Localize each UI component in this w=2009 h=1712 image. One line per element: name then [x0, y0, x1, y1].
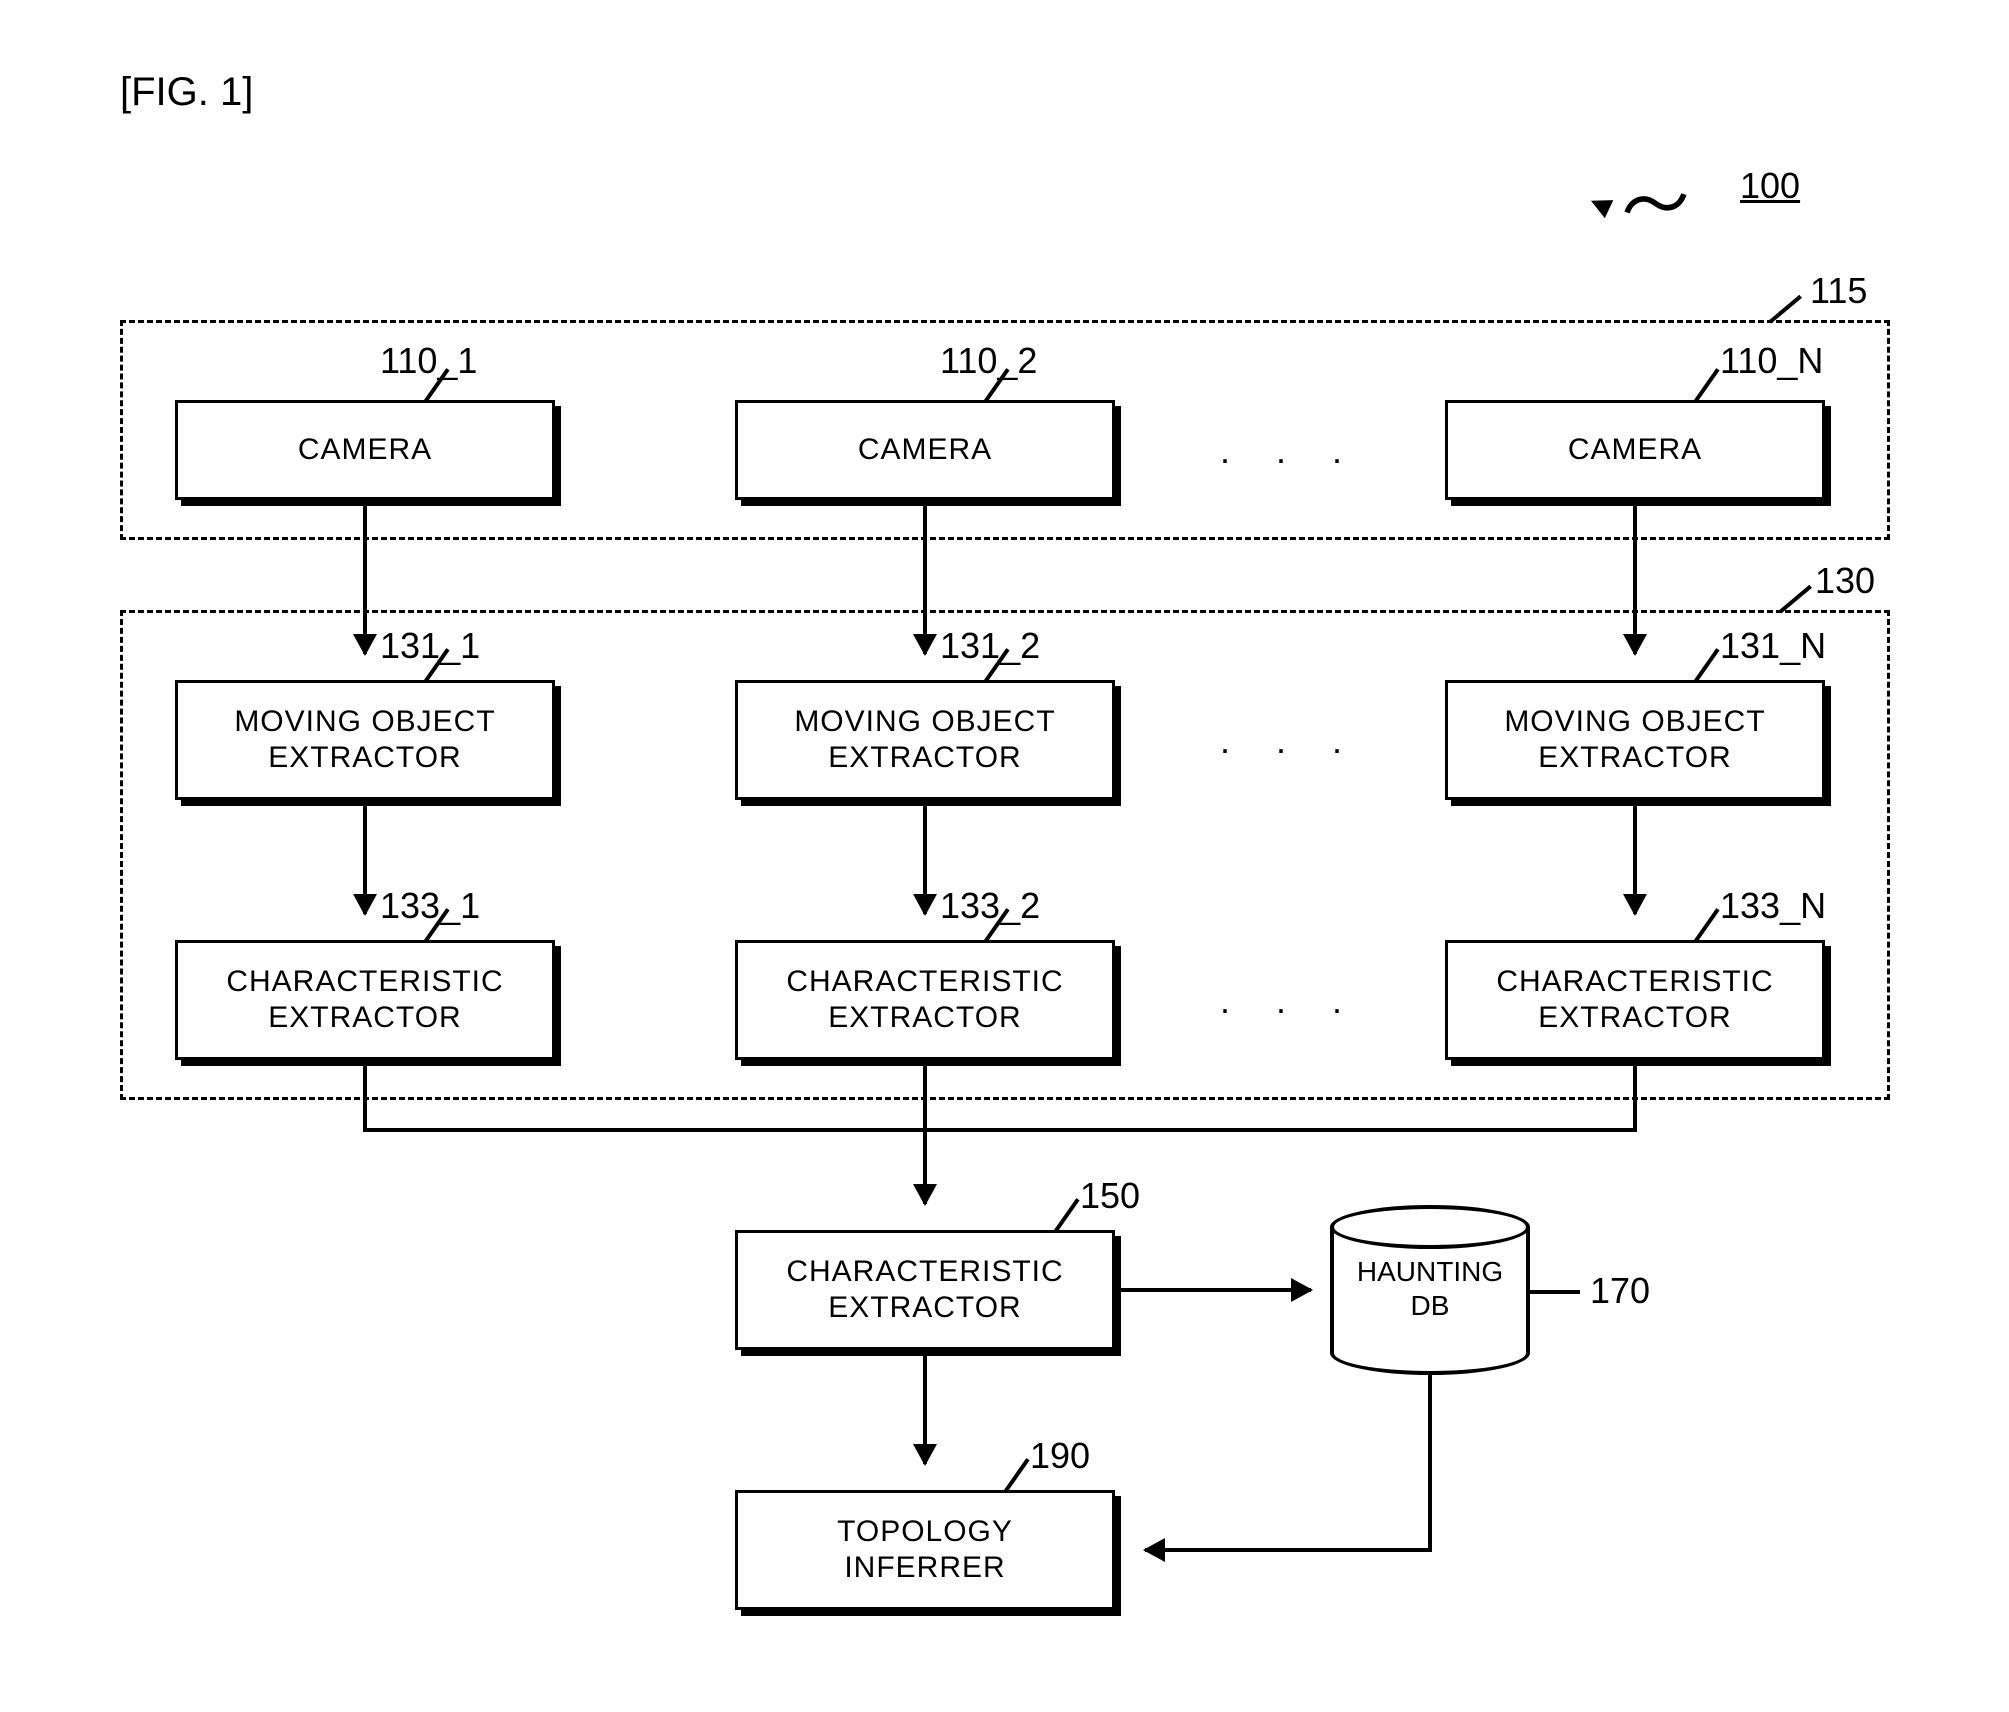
db-haunting: HAUNTING DB	[1330, 1205, 1530, 1375]
box-camera-2: CAMERA	[735, 400, 1115, 500]
line-ce1-down	[363, 1066, 367, 1130]
ref-133-1: 133_1	[380, 885, 480, 927]
leader-170	[1530, 1290, 1580, 1294]
ref-131-1: 131_1	[380, 625, 480, 667]
leader-swish: 〜	[1612, 145, 1698, 257]
arrow-db-ti	[1145, 1548, 1432, 1552]
ref-110-n: 110_N	[1720, 340, 1823, 382]
db-label: HAUNTING DB	[1330, 1255, 1530, 1322]
box-ce-1: CHARACTERISTIC EXTRACTOR	[175, 940, 555, 1060]
ref-110-2: 110_2	[940, 340, 1037, 382]
line-db-down	[1428, 1375, 1432, 1550]
ref-130: 130	[1815, 560, 1875, 602]
box-ce-2: CHARACTERISTIC EXTRACTOR	[735, 940, 1115, 1060]
ellipsis-cameras: . . .	[1220, 430, 1360, 472]
line-merge-h	[363, 1128, 1637, 1132]
leader-150	[1053, 1198, 1079, 1233]
ref-100: 100	[1740, 165, 1800, 207]
box-ce-n: CHARACTERISTIC EXTRACTOR	[1445, 940, 1825, 1060]
leader-190	[1003, 1458, 1029, 1493]
arrow-ce150-ti	[923, 1356, 927, 1464]
box-camera-1: CAMERA	[175, 400, 555, 500]
box-camera-n: CAMERA	[1445, 400, 1825, 500]
ref-133-2: 133_2	[940, 885, 1040, 927]
db-mask	[1334, 1331, 1526, 1353]
arrow-moen-cen	[1633, 806, 1637, 914]
arrow-ce150-db	[1121, 1288, 1311, 1292]
arrow-moe2-ce2	[923, 806, 927, 914]
box-moe-n: MOVING OBJECT EXTRACTOR	[1445, 680, 1825, 800]
box-moe-1: MOVING OBJECT EXTRACTOR	[175, 680, 555, 800]
ref-131-n: 131_N	[1720, 625, 1826, 667]
box-ti: TOPOLOGY INFERRER	[735, 1490, 1115, 1610]
line-cen-down	[1633, 1066, 1637, 1130]
box-ce-150: CHARACTERISTIC EXTRACTOR	[735, 1230, 1115, 1350]
figure-label: [FIG. 1]	[120, 70, 253, 115]
ref-110-1: 110_1	[380, 340, 477, 382]
ref-190: 190	[1030, 1435, 1090, 1477]
leader-arrowhead	[1587, 192, 1614, 219]
ref-131-2: 131_2	[940, 625, 1040, 667]
arrow-merge-ce150	[923, 1128, 927, 1204]
box-moe-2: MOVING OBJECT EXTRACTOR	[735, 680, 1115, 800]
ellipsis-moe: . . .	[1220, 720, 1360, 762]
line-ce2-down	[923, 1066, 927, 1130]
ellipsis-ce: . . .	[1220, 980, 1360, 1022]
ref-115: 115	[1810, 270, 1867, 312]
db-top	[1330, 1205, 1530, 1249]
ref-150: 150	[1080, 1175, 1140, 1217]
ref-170: 170	[1590, 1270, 1650, 1312]
arrow-moe1-ce1	[363, 806, 367, 914]
ref-133-n: 133_N	[1720, 885, 1826, 927]
